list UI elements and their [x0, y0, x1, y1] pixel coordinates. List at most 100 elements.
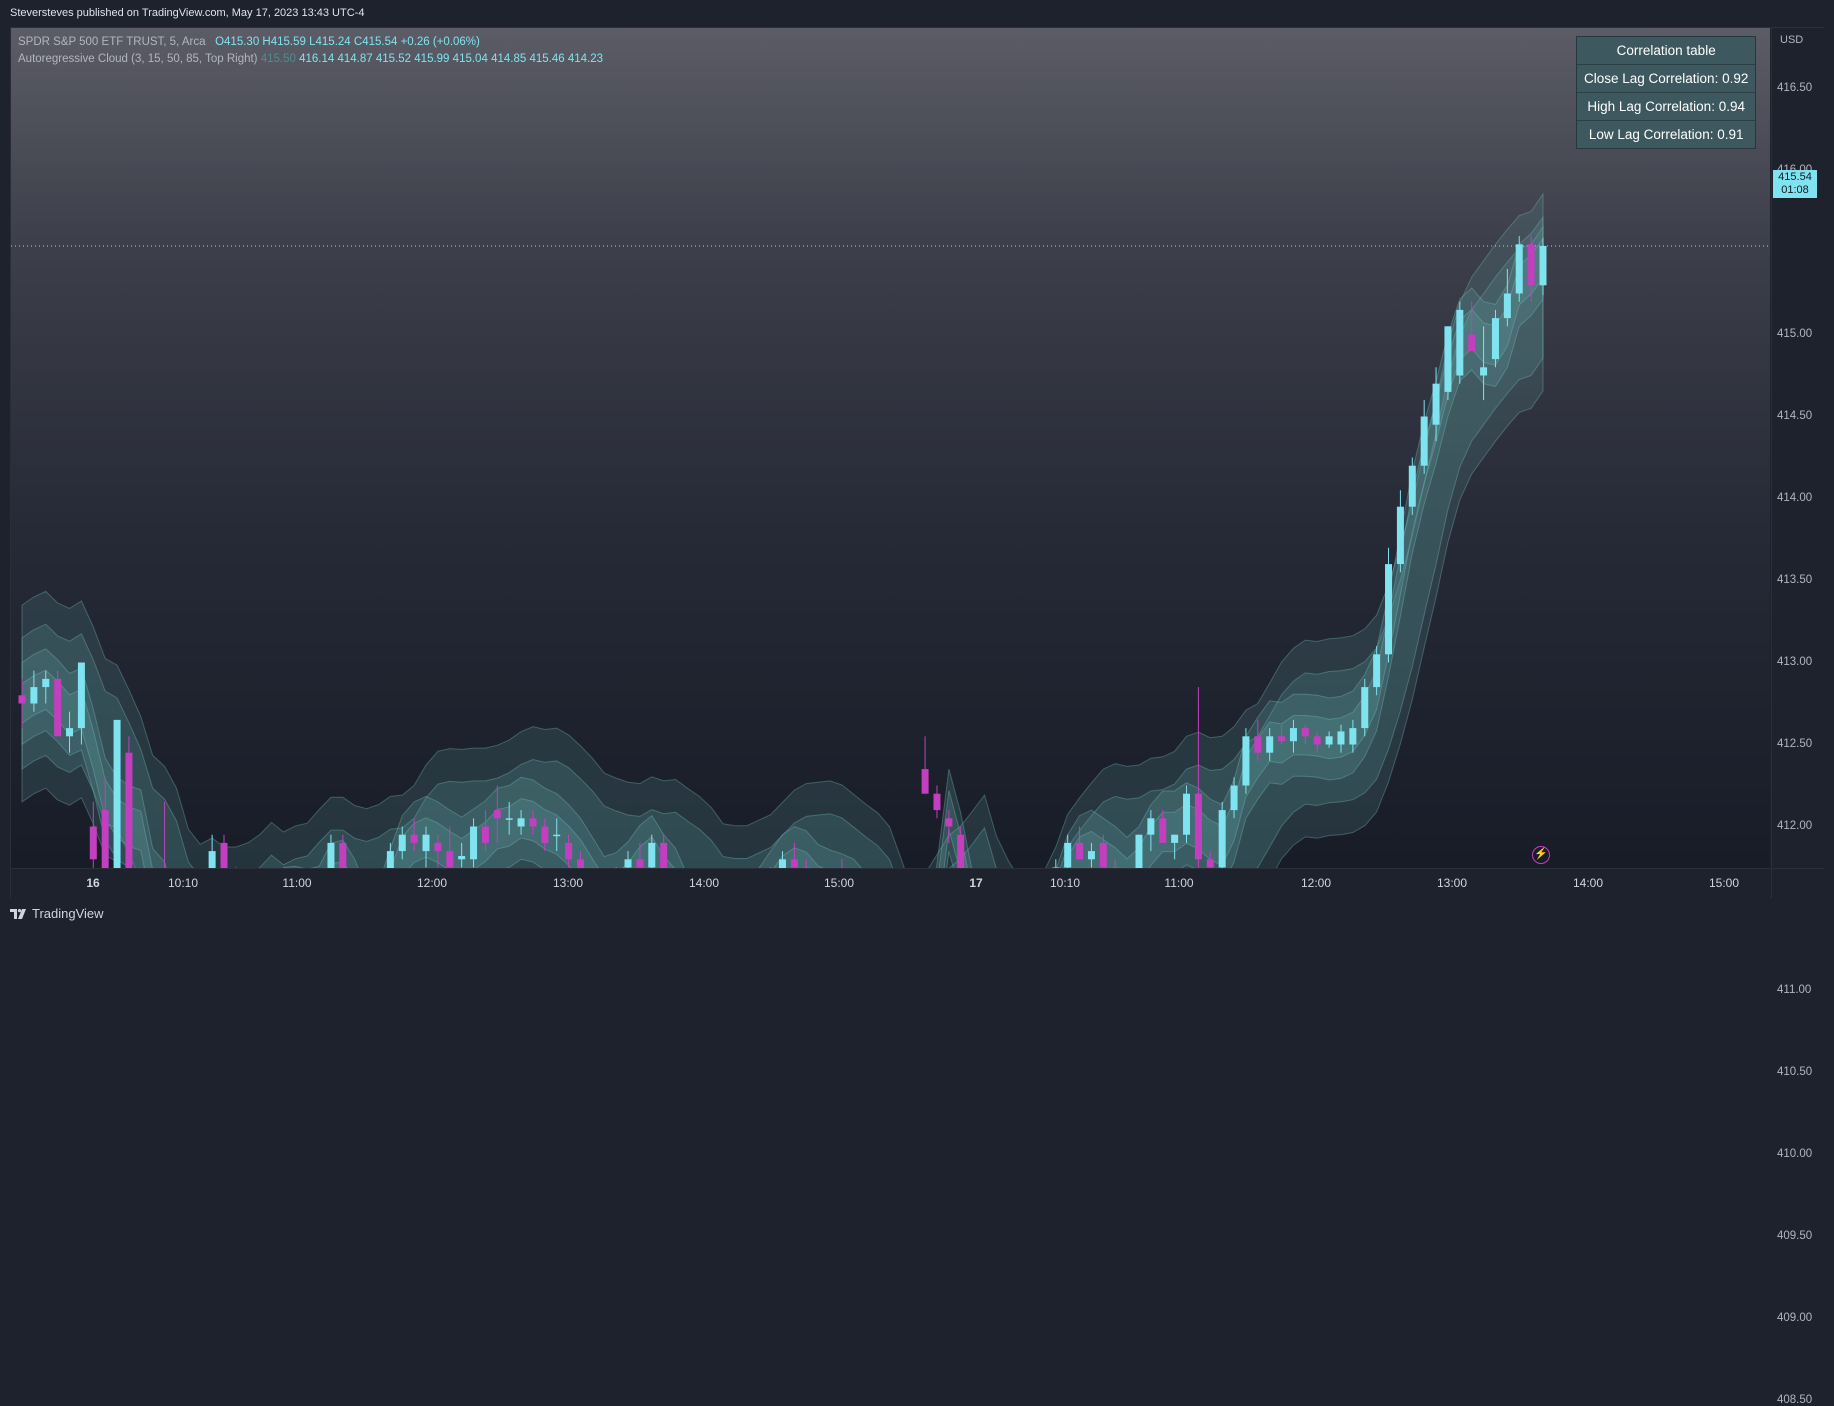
candle-body [541, 826, 549, 843]
candle-body [1456, 309, 1464, 376]
candle [398, 826, 406, 860]
candlestick-chart[interactable] [11, 28, 1770, 868]
price-tick-label: 412.00 [1777, 819, 1813, 832]
candle [1159, 810, 1167, 843]
candle-body [529, 818, 537, 827]
price-tick-label: 413.00 [1777, 655, 1813, 668]
lightning-icon[interactable]: ⚡ [1532, 846, 1550, 864]
candle [446, 826, 454, 868]
candle-body [660, 842, 668, 868]
candle [77, 662, 85, 745]
candle [113, 719, 121, 868]
candle [624, 851, 632, 868]
candle-body [1171, 834, 1179, 843]
candle [1373, 646, 1381, 696]
candle [1147, 810, 1155, 852]
candle [470, 818, 478, 868]
price-tick-label: 411.00 [1777, 983, 1812, 996]
candle [30, 670, 38, 712]
candle [54, 670, 62, 737]
time-tick-label: 12:00 [1300, 876, 1332, 890]
chart-plot-area[interactable] [11, 28, 1770, 868]
candle-body [1503, 293, 1511, 319]
candle [1289, 719, 1297, 753]
candle-body [1325, 736, 1333, 745]
time-tick-label: 14:00 [1572, 876, 1604, 890]
candle [1242, 728, 1250, 794]
candle-body [1111, 867, 1119, 868]
symbol-legend-row[interactable]: SPDR S&P 500 ETF TRUST, 5, Arca O415.30 … [18, 34, 603, 51]
symbol-name: SPDR S&P 500 ETF TRUST, 5, Arca [18, 36, 206, 48]
bar-countdown: 01:08 [1781, 184, 1809, 196]
price-tick-label: 408.50 [1777, 1393, 1813, 1406]
tradingview-logo[interactable]: TradingView [10, 906, 104, 921]
candle-body [945, 818, 953, 827]
candle [779, 851, 786, 868]
candle [1527, 236, 1535, 302]
price-tick-label: 416.50 [1777, 81, 1813, 94]
indicator-value: 415.99 [414, 53, 450, 65]
autoregressive-cloud-band [21, 225, 1544, 868]
candle-body [339, 842, 347, 868]
candle-body [790, 859, 798, 868]
candle [1349, 719, 1357, 753]
price-tick-label: 410.00 [1777, 1147, 1813, 1160]
candle [1503, 268, 1511, 327]
price-tick-label: 410.50 [1777, 1065, 1813, 1078]
candle [327, 834, 335, 868]
currency-label[interactable]: USD [1780, 34, 1804, 46]
candle [1099, 834, 1107, 868]
candle-body [1076, 842, 1084, 860]
candle [66, 711, 74, 753]
candle [802, 859, 810, 868]
publisher-header: Steversteves published on TradingView.co… [0, 0, 1834, 27]
candle [1444, 326, 1452, 401]
candle [1491, 309, 1499, 368]
candle-body [1468, 334, 1476, 351]
candle-body [125, 752, 133, 868]
candle [42, 670, 50, 704]
candle [458, 842, 466, 868]
candle [517, 810, 525, 835]
candle-body [434, 842, 442, 852]
candle [660, 834, 668, 868]
ohlc-high: H415.59 [262, 36, 306, 48]
time-axis[interactable] [11, 868, 1770, 898]
indicator-name: Autoregressive Cloud (3, 15, 50, 85, Top… [18, 53, 258, 65]
indicator-value: 415.50 [260, 53, 296, 65]
axis-corner [1771, 868, 1824, 898]
candle [164, 801, 166, 868]
candle-body [1396, 506, 1404, 565]
ohlc-change: +0.26 (+0.06%) [400, 36, 480, 48]
candle-body [553, 834, 561, 837]
price-axis[interactable] [1771, 28, 1824, 868]
candle [18, 678, 26, 729]
chart-legend: SPDR S&P 500 ETF TRUST, 5, Arca O415.30 … [18, 34, 603, 68]
candle-body [493, 810, 501, 819]
time-tick-label: 11:00 [1164, 876, 1194, 890]
candle-body [1147, 818, 1155, 835]
candle [410, 818, 418, 852]
candle [553, 818, 561, 852]
candle-body [113, 719, 121, 868]
candle-body [1242, 736, 1250, 786]
candle-body [1515, 244, 1523, 294]
candle [1111, 859, 1119, 868]
price-tick-label: 414.00 [1777, 491, 1813, 504]
candle-body [1099, 842, 1107, 868]
candle [1206, 851, 1214, 868]
candle [1408, 457, 1416, 515]
candle-body [1289, 728, 1297, 742]
price-tick-label: 413.50 [1777, 573, 1813, 586]
last-price-value: 415.54 [1778, 171, 1812, 183]
candle-body [386, 851, 394, 868]
candle-body [54, 678, 62, 737]
candle [565, 834, 573, 868]
candle [529, 810, 537, 835]
candle-body [1444, 326, 1452, 392]
indicator-value: 414.87 [337, 53, 373, 65]
candle [576, 851, 584, 868]
candle-body [1527, 244, 1535, 286]
candle-body [1218, 810, 1226, 868]
indicator-legend-row[interactable]: Autoregressive Cloud (3, 15, 50, 85, Top… [18, 51, 603, 68]
